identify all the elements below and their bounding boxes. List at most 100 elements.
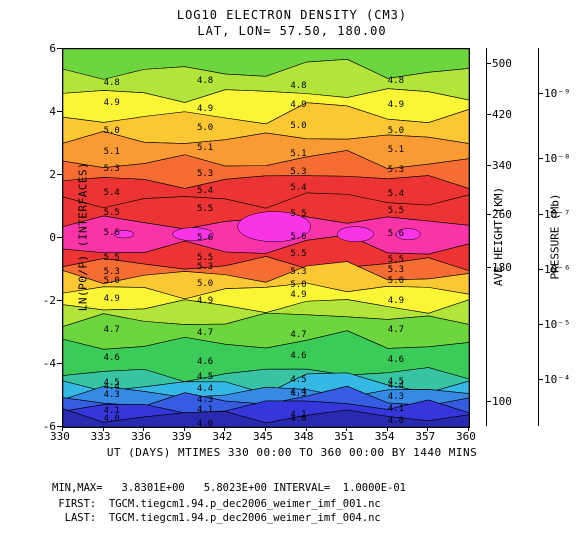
contour-value-label: 4.0 — [387, 416, 405, 426]
y-right2-tick-label: 10⁻⁷ — [544, 208, 571, 221]
right-axis-1-line — [486, 48, 487, 426]
y-left-tick-label: -2 — [43, 294, 56, 307]
contour-value-label: 5.5 — [289, 209, 307, 219]
y-right1-tick-label: 500 — [492, 57, 512, 70]
y-right1-tick-mark — [486, 214, 491, 215]
y-right2-tick-mark — [538, 93, 543, 94]
y-right1-tick-label: 420 — [492, 108, 512, 121]
y-right2-tick-label: 10⁻⁵ — [544, 318, 571, 331]
footer-line-3: LAST: TGCM.tiegcm1.94.p_dec2006_weimer_i… — [52, 512, 381, 524]
x-tick-mark — [346, 426, 347, 431]
contour-value-label: 4.7 — [289, 330, 307, 340]
x-tick-mark — [265, 426, 266, 431]
x-tick-mark — [143, 426, 144, 431]
contour-value-label: 4.0 — [103, 414, 121, 424]
y-left-tick-mark — [57, 300, 62, 301]
contour-value-label: 5.5 — [387, 206, 405, 216]
y-left-tick-label: -6 — [43, 420, 56, 433]
contour-value-label: 4.9 — [387, 100, 405, 110]
contour-value-label: 5.3 — [289, 167, 307, 177]
contour-value-label: 5.1 — [103, 147, 121, 157]
y-right2-tick-mark — [538, 158, 543, 159]
contour-value-label: 5.6 — [289, 232, 307, 242]
y-left-tick-mark — [57, 363, 62, 364]
figure-container: LOG10 ELECTRON DENSITY (CM3) LAT, LON= 5… — [0, 0, 584, 538]
contour-value-label: 4.9 — [387, 296, 405, 306]
contour-value-label: 4.9 — [196, 104, 214, 114]
contour-value-label: 5.1 — [196, 143, 214, 153]
contour-value-label: 4.7 — [103, 325, 121, 335]
contour-value-label: 4.8 — [196, 76, 214, 86]
contour-value-label: 4.7 — [196, 328, 214, 338]
y-left-tick-label: 4 — [49, 105, 56, 118]
contour-value-label: 4.8 — [387, 76, 405, 86]
contour-value-label: 5.5 — [387, 255, 405, 265]
y-left-tick-mark — [57, 426, 62, 427]
contour-value-label: 4.9 — [103, 294, 121, 304]
x-tick-label: 351 — [334, 430, 354, 443]
contour-value-label: 4.3 — [103, 390, 121, 400]
x-tick-mark — [468, 426, 469, 431]
contour-value-label: 4.0 — [196, 419, 214, 429]
footer-line-1: MIN,MAX= 3.8301E+00 5.8023E+00 INTERVAL=… — [52, 482, 406, 494]
x-tick-mark — [387, 426, 388, 431]
contour-value-label: 5.4 — [103, 188, 121, 198]
y-right2-tick-label: 10⁻⁹ — [544, 87, 571, 100]
y-left-tick-mark — [57, 174, 62, 175]
magenta-patch — [337, 227, 374, 242]
x-tick-label: 333 — [91, 430, 111, 443]
contour-value-label: 4.9 — [289, 100, 307, 110]
x-tick-label: 339 — [172, 430, 192, 443]
contour-value-label: 4.6 — [387, 355, 405, 365]
contour-value-label: 5.3 — [196, 262, 214, 272]
contour-value-label: 5.3 — [387, 265, 405, 275]
x-tick-label: 348 — [294, 430, 314, 443]
y-right2-tick-label: 10⁻⁸ — [544, 152, 571, 165]
right-axis-2-line — [538, 48, 539, 426]
x-tick-label: 345 — [253, 430, 273, 443]
y-left-tick-label: 2 — [49, 168, 56, 181]
y-right1-tick-mark — [486, 165, 491, 166]
y-left-tick-mark — [57, 48, 62, 49]
contour-value-label: 5.0 — [387, 276, 405, 286]
contour-value-label: 5.1 — [289, 149, 307, 159]
x-tick-mark — [103, 426, 104, 431]
contour-value-label: 4.9 — [103, 98, 121, 108]
contour-plot-area: 4.84.84.84.84.94.94.94.95.05.05.05.05.15… — [62, 48, 470, 428]
x-tick-mark — [224, 426, 225, 431]
contour-band — [63, 313, 469, 349]
x-tick-mark — [62, 426, 63, 431]
contour-value-label: 4.6 — [103, 353, 121, 363]
contour-value-label: 4.6 — [196, 357, 214, 367]
y-right1-tick-label: 180 — [492, 261, 512, 274]
contour-value-label: 5.0 — [289, 121, 307, 131]
contour-value-label: 5.5 — [289, 249, 307, 259]
contour-value-label: 5.3 — [387, 165, 405, 175]
contour-value-label: 4.1 — [387, 404, 405, 414]
contour-value-label: 5.6 — [196, 233, 214, 243]
contour-value-label: 5.4 — [387, 189, 405, 199]
contour-value-label: 4.5 — [289, 375, 307, 385]
contour-value-label: 5.0 — [289, 280, 307, 290]
x-axis-label: UT (DAYS) MTIMES 330 00:00 TO 360 00:00 … — [0, 446, 584, 459]
y-axis-left-label: LN(P0/P) (INTERFACES) — [76, 162, 89, 312]
contour-value-label: 5.3 — [196, 169, 214, 179]
contour-value-label: 5.5 — [103, 253, 121, 263]
y-right2-tick-mark — [538, 324, 543, 325]
y-left-tick-label: -4 — [43, 357, 56, 370]
y-left-tick-mark — [57, 237, 62, 238]
contour-value-label: 5.0 — [387, 126, 405, 136]
y-right2-tick-label: 10⁻⁴ — [544, 373, 571, 386]
y-right1-tick-mark — [486, 267, 491, 268]
x-tick-label: 357 — [415, 430, 435, 443]
contour-value-label: 4.3 — [387, 392, 405, 402]
contour-value-label: 5.4 — [196, 186, 214, 196]
y-left-tick-label: 6 — [49, 42, 56, 55]
footer-line-2: FIRST: TGCM.tiegcm1.94.p_dec2006_weimer_… — [52, 498, 381, 510]
x-tick-label: 354 — [375, 430, 395, 443]
y-right1-tick-label: 340 — [492, 159, 512, 172]
contour-value-label: 4.6 — [289, 351, 307, 361]
contour-value-label: 4.9 — [196, 296, 214, 306]
title-line-1: LOG10 ELECTRON DENSITY (CM3) — [0, 8, 584, 22]
x-tick-label: 342 — [212, 430, 232, 443]
